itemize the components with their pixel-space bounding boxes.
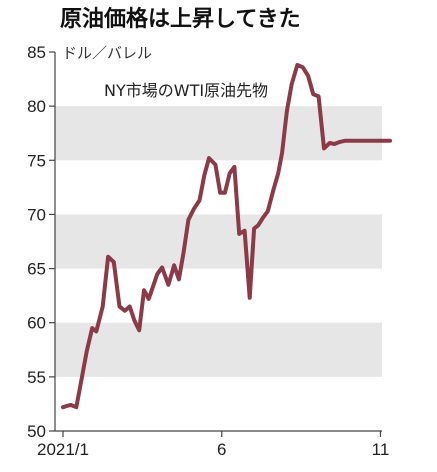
x-axis-ticks: 2021/1 6 11	[37, 431, 389, 459]
wti-price-line	[61, 63, 392, 410]
y-tick-label-60: 60	[27, 314, 46, 333]
y-tick-label-65: 65	[27, 260, 46, 279]
y-tick-label-80: 80	[27, 97, 46, 116]
y-tick-label-70: 70	[27, 205, 46, 224]
x-tick-label-1: 6	[217, 440, 226, 459]
x-tick-label-2: 11	[372, 440, 390, 459]
background-bands	[55, 106, 382, 377]
y-tick-label-75: 75	[27, 151, 46, 170]
y-axis-ticks: 50 55 60 65 70 75 80 85	[27, 43, 55, 441]
band-1	[55, 214, 382, 269]
y-axis-unit-label: ドル／バレル	[62, 44, 152, 62]
x-tick-label-0: 2021/1	[37, 440, 89, 459]
y-tick-label-85: 85	[27, 43, 46, 62]
y-tick-label-50: 50	[27, 422, 46, 441]
chart-title: 原油価格は上昇してきた	[60, 6, 301, 32]
series-annotation: NY市場のWTI原油先物	[104, 81, 268, 100]
y-tick-label-55: 55	[27, 368, 46, 387]
band-0	[55, 322, 382, 377]
band-2	[55, 106, 382, 161]
